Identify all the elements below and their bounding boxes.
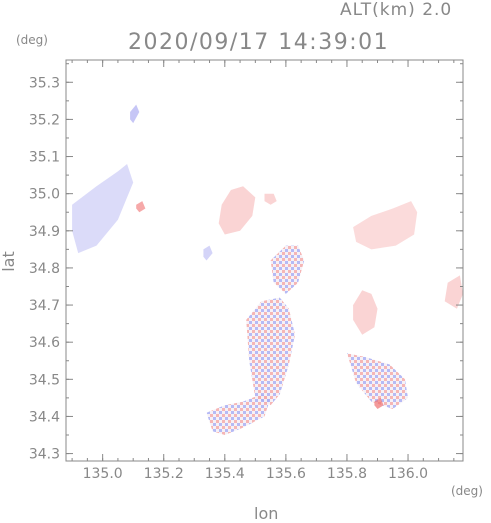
x-tick-label: 135.8 xyxy=(327,466,367,482)
y-tick-label: 34.6 xyxy=(29,335,60,351)
echo-region-7 xyxy=(444,275,463,309)
timestamp-title: 2020/09/17 14:39:01 xyxy=(128,30,390,55)
x-unit-label: (deg) xyxy=(451,484,483,498)
echo-region-13 xyxy=(374,397,384,409)
y-tick-label: 34.4 xyxy=(29,409,60,425)
echo-region-11 xyxy=(206,394,271,435)
y-tick-label: 34.8 xyxy=(29,261,60,277)
y-tick-label: 35.3 xyxy=(29,75,60,91)
x-tick-label: 135.2 xyxy=(144,466,184,482)
x-axis-label: lon xyxy=(254,504,279,523)
y-tick-label: 34.9 xyxy=(29,224,60,240)
velocity-field-layer xyxy=(72,104,463,435)
y-tick-label: 35.1 xyxy=(29,150,60,166)
echo-region-2 xyxy=(130,104,140,124)
echo-region-3 xyxy=(203,245,213,261)
x-tick-label: 136.0 xyxy=(388,466,428,482)
x-tick-label: 135.0 xyxy=(83,466,123,482)
echo-region-5 xyxy=(264,193,277,205)
echo-region-4 xyxy=(218,186,256,235)
y-tick-label: 35.2 xyxy=(29,112,60,128)
y-tick-label: 34.3 xyxy=(29,447,60,463)
y-tick-label: 34.7 xyxy=(29,298,60,314)
echo-region-8 xyxy=(353,290,378,335)
plot-frame xyxy=(65,59,464,462)
x-tick-label: 135.6 xyxy=(266,466,306,482)
x-tick-label: 135.4 xyxy=(205,466,245,482)
echo-region-10 xyxy=(246,297,295,406)
axis-ticks: 135.0 135.2 135.4 135.6 135.8 136.0 34.3 34.4 34… xyxy=(29,60,463,482)
y-unit-label: (deg) xyxy=(16,33,48,47)
echo-region-0 xyxy=(72,164,134,254)
echo-region-1 xyxy=(136,201,146,213)
y-tick-label: 34.5 xyxy=(29,372,60,388)
y-tick-label: 35.0 xyxy=(29,187,60,203)
echo-region-6 xyxy=(353,201,418,250)
echo-region-9 xyxy=(270,245,305,294)
echo-region-12 xyxy=(347,353,408,409)
altitude-label: ALT(km) 2.0 xyxy=(340,0,453,20)
